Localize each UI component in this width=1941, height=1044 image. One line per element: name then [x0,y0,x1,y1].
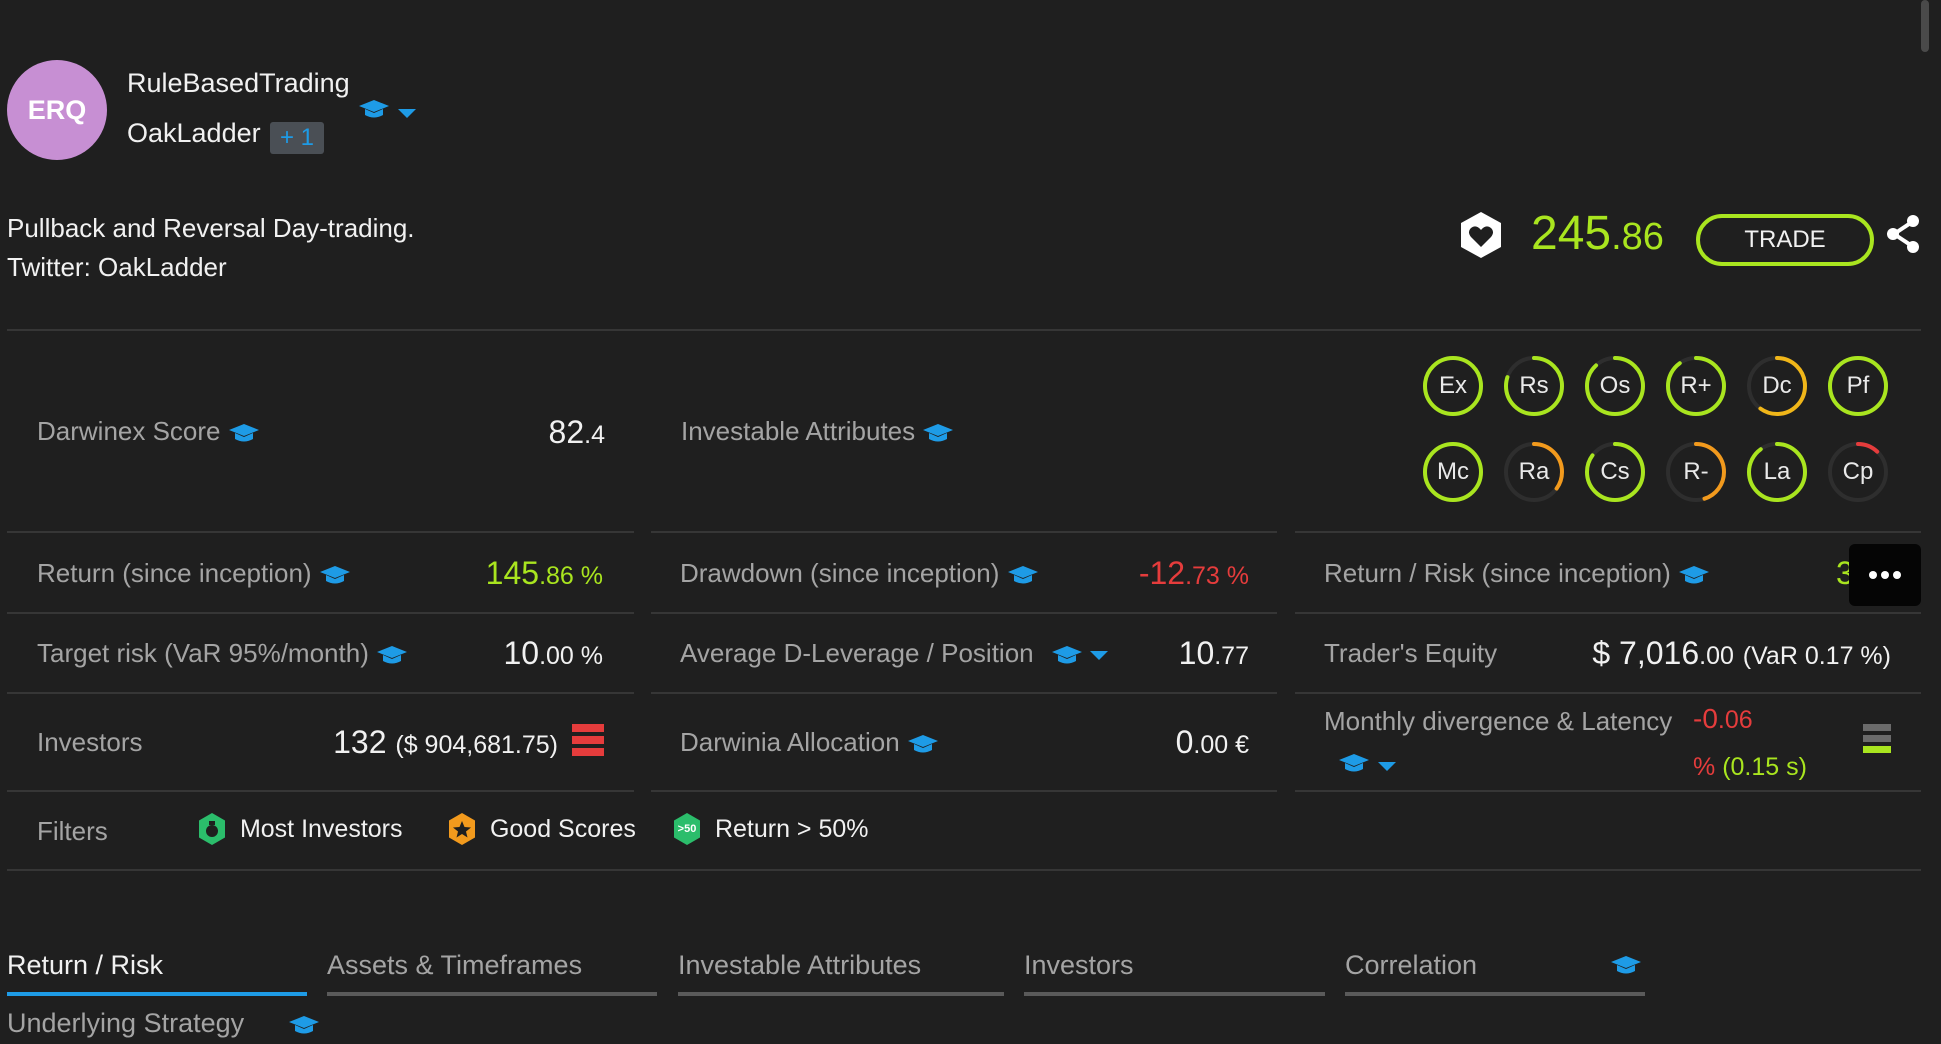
darwin-price: 245.86 [1531,207,1664,260]
tab-assets-timeframes[interactable]: Assets & Timeframes [327,950,583,980]
attribute-badge-ra[interactable]: Ra [1502,440,1566,504]
leverage-chevron-down-icon[interactable] [1090,650,1109,660]
darwinex-score-label: Darwinex Score [37,416,260,447]
attribute-badge-cp[interactable]: Cp [1826,440,1890,504]
return-graduation-cap-icon[interactable] [319,564,351,586]
tab-investable-attributes[interactable]: Investable Attributes [678,950,922,980]
equity-label: Trader's Equity [1324,638,1498,668]
divergence-bar-icon[interactable] [1863,724,1891,753]
darwinex-score-value: 82.4 [548,414,605,450]
tab-return-risk[interactable]: Return / Risk [7,950,164,980]
trader-name[interactable]: OakLadder [127,118,261,148]
leverage-graduation-cap-icon[interactable] [1051,644,1083,666]
leverage-value: 10.77 [1178,635,1249,671]
investors-value: 132 ($ 904,681.75) [333,724,558,760]
attribute-badge-la[interactable]: La [1745,440,1809,504]
attribute-badge-rs[interactable]: Rs [1502,354,1566,418]
money-bag-icon [199,813,225,845]
divider-top [7,329,1921,331]
more-options-button[interactable] [1849,544,1921,606]
filters-label: Filters [37,816,108,846]
share-icon[interactable] [1884,214,1922,259]
return-label: Return (since inception) [37,558,351,589]
investors-bar-icon[interactable] [572,724,604,756]
target-risk-value: 10.00 % [503,635,603,671]
filter-most-investors[interactable]: Most Investors [197,812,403,846]
divergence-value: -0.06 [1693,703,1753,734]
drawdown-value: -12.73 % [1138,555,1249,591]
investors-label: Investors [37,727,143,757]
filter-good-scores[interactable]: Good Scores [447,812,636,846]
allocation-graduation-cap-icon[interactable] [907,733,939,755]
leverage-label: Average D-Leverage / Position [680,638,1109,669]
divider-row-1 [7,531,634,533]
tab-underlying-strategy[interactable]: Underlying Strategy [7,1008,320,1039]
description-line-2: Twitter: OakLadder [7,252,227,282]
investable-graduation-cap-icon[interactable] [922,422,954,444]
attribute-badge-dc[interactable]: Dc [1745,354,1809,418]
description-line-1: Pullback and Reversal Day-trading. [7,213,415,243]
darwin-name: RuleBasedTrading [127,68,350,98]
allocation-value: 0.00 € [1175,724,1249,760]
drawdown-graduation-cap-icon[interactable] [1007,564,1039,586]
return-50-badge-icon: >50 [672,812,702,846]
header-graduation-cap-icon[interactable] [358,98,390,120]
divergence-graduation-cap-icon[interactable] [1338,752,1370,774]
filter-return-50[interactable]: >50 Return > 50% [672,812,869,846]
tab-investors[interactable]: Investors [1024,950,1134,980]
star-icon [449,813,475,845]
divergence-chevron-down-icon[interactable] [1378,758,1396,776]
latency-value: % (0.15 s) [1693,753,1807,781]
header-chevron-down-icon[interactable] [398,105,416,123]
score-graduation-cap-icon[interactable] [228,422,260,444]
tab-correlation[interactable]: Correlation [1345,950,1478,980]
target-risk-label: Target risk (VaR 95%/month) [37,638,408,669]
correlation-graduation-cap-icon[interactable] [1610,954,1642,976]
investable-attributes-label: Investable Attributes [681,416,954,447]
attribute-badge-mc[interactable]: Mc [1421,440,1485,504]
drawdown-label: Drawdown (since inception) [680,558,1039,589]
return-risk-graduation-cap-icon[interactable] [1678,564,1710,586]
extra-badge[interactable]: + 1 [270,122,324,154]
attribute-badge-os[interactable]: Os [1583,354,1647,418]
underlying-graduation-cap-icon[interactable] [288,1014,320,1036]
trade-button[interactable]: TRADE [1696,214,1874,266]
target-risk-graduation-cap-icon[interactable] [376,644,408,666]
attribute-badge-pf[interactable]: Pf [1826,354,1890,418]
attribute-badge-rminus[interactable]: R- [1664,440,1728,504]
scrollbar-thumb[interactable] [1921,0,1929,52]
avatar: ERQ [7,60,107,160]
favorite-hexagon-icon[interactable] [1458,210,1504,265]
attribute-badge-cs[interactable]: Cs [1583,440,1647,504]
equity-value: $ 7,016.00 (VaR 0.17 %) [1592,635,1891,671]
attribute-badge-ex[interactable]: Ex [1421,354,1485,418]
attribute-badge-rplus[interactable]: R+ [1664,354,1728,418]
divergence-label: Monthly divergence & Latency [1324,706,1673,736]
return-risk-label: Return / Risk (since inception) [1324,558,1710,589]
ellipsis-icon [1869,571,1901,579]
return-value: 145.86 % [485,555,603,591]
allocation-label: Darwinia Allocation [680,727,939,758]
